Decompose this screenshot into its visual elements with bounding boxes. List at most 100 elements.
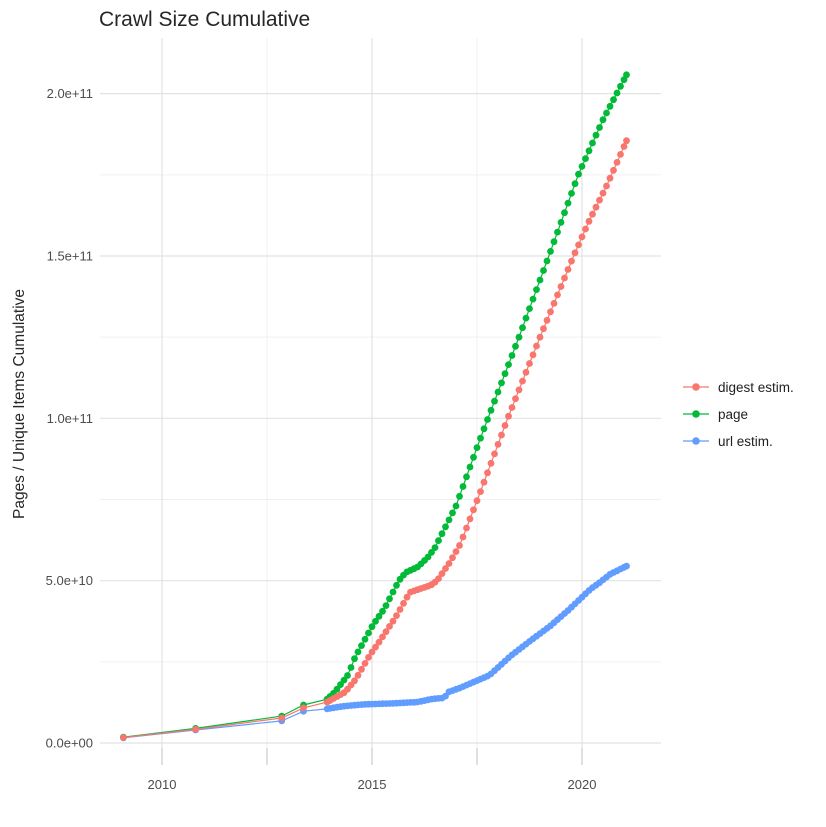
legend-label: digest estim. xyxy=(718,379,794,395)
data-point xyxy=(547,308,554,316)
data-point xyxy=(375,612,383,620)
data-point xyxy=(480,425,488,433)
data-point xyxy=(484,469,491,477)
data-point xyxy=(557,283,565,290)
legend-item-digest-estim: digest estim. xyxy=(681,379,794,395)
legend-key-icon xyxy=(683,437,709,445)
x-tick-label: 2015 xyxy=(358,777,387,792)
y-tick-label: 0.0e+00 xyxy=(46,736,93,751)
data-point xyxy=(526,305,533,312)
data-point xyxy=(554,228,561,236)
data-point xyxy=(533,342,540,350)
series-layer xyxy=(120,71,630,742)
data-point xyxy=(477,434,484,442)
data-point xyxy=(449,509,456,517)
data-point xyxy=(473,497,481,505)
data-point xyxy=(571,249,579,257)
data-point xyxy=(571,180,579,188)
y-tick-label: 5.0e+10 xyxy=(46,573,93,588)
data-point xyxy=(463,473,470,481)
data-point xyxy=(554,291,561,299)
data-point xyxy=(623,562,630,570)
data-point xyxy=(623,71,630,79)
data-point xyxy=(386,595,393,603)
data-point xyxy=(351,655,358,663)
data-point xyxy=(389,617,397,625)
data-point xyxy=(354,671,362,679)
data-point xyxy=(456,542,463,549)
data-point xyxy=(344,672,351,679)
data-point xyxy=(596,196,603,204)
data-point xyxy=(452,548,460,555)
data-point xyxy=(613,159,621,166)
data-point xyxy=(368,623,376,631)
data-point xyxy=(575,170,582,178)
data-point xyxy=(512,395,519,403)
data-point xyxy=(435,537,442,544)
data-point xyxy=(592,203,600,211)
data-point xyxy=(501,370,509,378)
data-point xyxy=(550,238,558,246)
data-point xyxy=(480,478,488,486)
data-point xyxy=(522,314,530,322)
data-point xyxy=(351,677,358,685)
data-point xyxy=(522,368,530,376)
data-point xyxy=(620,143,628,150)
data-point xyxy=(368,648,376,656)
data-point xyxy=(452,502,460,510)
data-point xyxy=(606,102,614,110)
data-point xyxy=(508,352,516,359)
data-point xyxy=(192,726,200,733)
data-point xyxy=(606,174,614,182)
data-point xyxy=(568,190,575,197)
data-point xyxy=(599,116,607,124)
data-point xyxy=(438,530,446,538)
data-point xyxy=(610,166,617,174)
legend-key-icon xyxy=(683,383,709,391)
data-point xyxy=(491,450,498,458)
data-point xyxy=(120,734,127,741)
data-point xyxy=(533,286,540,293)
data-point xyxy=(477,488,484,495)
data-point xyxy=(494,388,502,396)
y-tick-label: 2.0e+11 xyxy=(47,86,93,101)
data-point xyxy=(589,210,596,218)
y-tick-label: 1.5e+11 xyxy=(47,248,93,263)
data-point xyxy=(361,635,369,643)
data-point xyxy=(396,606,404,613)
data-point xyxy=(589,139,596,147)
data-point xyxy=(403,593,411,601)
legend-item-page: page xyxy=(681,406,794,422)
axis-tick-labels: 0.0e+00 5.0e+10 1.0e+11 1.5e+11 2.0e+11 2010 2… xyxy=(46,86,597,792)
data-point xyxy=(498,379,505,387)
data-point xyxy=(547,248,554,255)
data-point xyxy=(442,523,449,531)
data-point xyxy=(382,602,390,609)
data-point xyxy=(515,333,523,341)
legend-label: page xyxy=(718,406,749,422)
data-point xyxy=(463,524,470,532)
data-point xyxy=(470,506,477,514)
legend: digest estim. page url estim. xyxy=(681,379,794,449)
y-axis-title: Pages / Unique Items Cumulative xyxy=(11,288,28,520)
data-point xyxy=(617,82,624,90)
data-point xyxy=(466,463,474,471)
data-point xyxy=(459,483,467,490)
data-point xyxy=(529,351,537,359)
data-point xyxy=(379,607,386,615)
data-point xyxy=(578,233,586,241)
data-point xyxy=(491,397,498,405)
data-point xyxy=(379,633,386,641)
data-point xyxy=(466,515,474,523)
data-point xyxy=(365,654,372,661)
data-point xyxy=(578,163,586,170)
data-point xyxy=(501,422,509,429)
legend-key-icon xyxy=(683,410,709,418)
data-point xyxy=(529,295,537,303)
data-point xyxy=(354,648,362,656)
data-point xyxy=(484,416,491,423)
data-point xyxy=(575,241,582,249)
data-point xyxy=(582,155,589,163)
